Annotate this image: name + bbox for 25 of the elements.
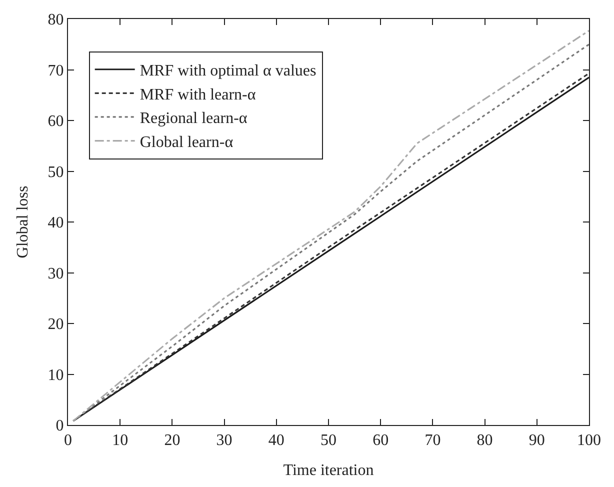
- legend-label: Regional learn-α: [140, 110, 248, 128]
- x-axis-title: Time iteration: [283, 462, 374, 479]
- y-tick-label: 10: [48, 366, 64, 384]
- y-tick-label: 0: [56, 418, 64, 435]
- y-tick-label: 40: [48, 214, 64, 232]
- x-tick-label: 10: [112, 432, 128, 450]
- legend-label: MRF with learn-α: [140, 86, 256, 104]
- x-tick-label: 30: [216, 432, 232, 450]
- x-tick-label: 70: [424, 432, 441, 450]
- x-tick-label: 90: [528, 432, 545, 450]
- legend-label: Global learn-α: [140, 134, 234, 152]
- y-axis-title: Global loss: [14, 186, 32, 258]
- y-tick-label: 50: [48, 164, 64, 181]
- y-tick-label: 20: [48, 316, 64, 334]
- y-tick-label: 30: [48, 265, 64, 282]
- x-tick-label: 80: [476, 432, 493, 450]
- x-tick-label: 100: [577, 432, 601, 450]
- legend-label: MRF with optimal α values: [140, 62, 316, 80]
- x-tick-label: 40: [268, 432, 284, 450]
- x-tick-label: 60: [372, 432, 389, 450]
- y-tick-label: 60: [48, 113, 64, 130]
- x-tick-label: 50: [320, 432, 336, 450]
- x-tick-label: 20: [164, 432, 180, 450]
- y-tick-label: 70: [48, 62, 64, 80]
- y-tick-label: 80: [48, 12, 64, 29]
